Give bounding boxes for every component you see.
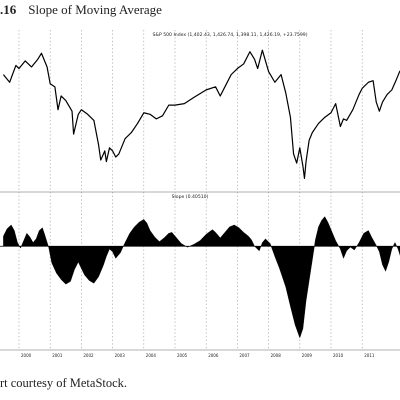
x-tick-label: 2001 (52, 353, 63, 358)
figure-credit: rt courtesy of MetaStock. (0, 376, 128, 390)
x-tick-label: 2010 (333, 353, 344, 358)
x-tick-label: 2000 (21, 353, 32, 358)
price-panel-label: S&P 500 Index (1,402.43, 1,426.74, 1,398… (152, 32, 307, 38)
x-tick-label: 2004 (146, 353, 157, 358)
slope-series-area (3, 216, 400, 339)
x-tick-label: 2009 (302, 353, 313, 358)
x-tick-label: 2006 (208, 353, 219, 358)
slope-panel-label: Slope (0.40510) (172, 194, 209, 200)
x-tick-label: 2003 (115, 353, 126, 358)
figure-title: .16 Slope of Moving Average (0, 2, 162, 20)
x-tick-label: 2005 (177, 353, 188, 358)
vertical-grid (18, 30, 363, 350)
x-axis-ticks: 2000 2001 2002 2003 2004 2005 2006 2007 2008 2009… (21, 353, 375, 358)
figure-title-text: Slope of Moving Average (28, 2, 162, 17)
figure-number: .16 (0, 2, 17, 17)
x-tick-label: 2008 (271, 353, 282, 358)
price-series-line (2, 49, 400, 179)
x-tick-label: 2002 (83, 353, 94, 358)
x-tick-label: 2011 (364, 353, 375, 358)
x-tick-label: 2007 (239, 353, 250, 358)
